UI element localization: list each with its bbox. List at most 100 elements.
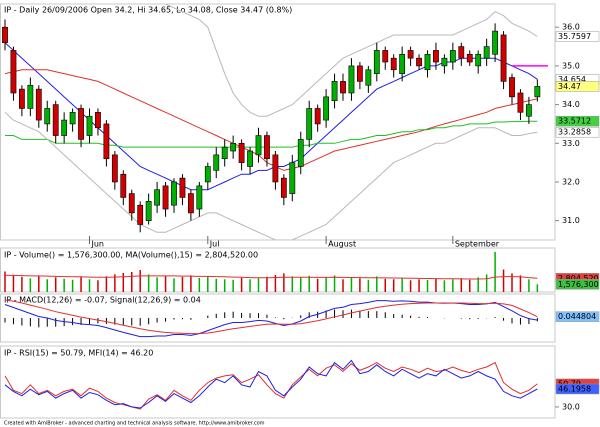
candle-body	[61, 119, 68, 136]
last-value-label: 2,804,520	[558, 274, 599, 283]
candle-body	[52, 104, 59, 136]
volume-panel-frame	[0, 247, 556, 293]
candle-body	[18, 88, 25, 109]
candle-body	[103, 123, 110, 160]
y-tick-label: 31.0	[562, 216, 580, 225]
last-value-label: 35.7597	[558, 32, 591, 41]
last-value-box	[555, 311, 600, 322]
candle-body	[323, 96, 329, 121]
candle-body	[86, 115, 93, 136]
candle-body	[128, 193, 135, 214]
candle-body	[348, 65, 355, 94]
candle-body	[331, 81, 338, 102]
candle-body	[10, 50, 17, 94]
overlay-line	[4, 111, 538, 240]
candle-body	[154, 189, 160, 206]
last-value-box	[555, 31, 600, 42]
candle-body	[27, 84, 34, 109]
candle-body	[306, 108, 313, 140]
candle-body	[196, 185, 203, 210]
candle-body	[382, 50, 389, 63]
candle-body	[500, 34, 507, 82]
candle-body	[475, 53, 482, 67]
y-tick-label: 35.0	[562, 61, 580, 70]
candle-body	[95, 112, 101, 129]
candle-body	[458, 46, 465, 59]
overlay-line	[5, 120, 538, 148]
oscillator-line	[4, 361, 538, 410]
last-value-label: 34.654	[558, 75, 586, 84]
oscillator-title: IP - RSI(15) = 50.79, MFI(14) = 46.20	[4, 349, 153, 358]
candle-body	[264, 135, 270, 160]
candle-body	[390, 57, 397, 71]
candle-body	[238, 142, 245, 163]
y-tick-label: 36.0	[562, 23, 580, 32]
candle-body	[188, 193, 194, 214]
candle-body	[416, 57, 422, 67]
overlay: 31.0 32.0 33.0 34.0 35.0 36.0 Jun Jul August Sept…	[4, 23, 600, 411]
last-value-box	[555, 81, 600, 92]
candle-body	[35, 88, 42, 121]
candle-body	[213, 154, 220, 171]
candle-body	[534, 86, 541, 98]
candle-body	[230, 142, 237, 152]
x-tick-label: Jun	[91, 240, 105, 249]
candle-body	[441, 57, 448, 67]
oscillator-line	[4, 359, 538, 409]
candle-body	[517, 92, 524, 113]
volume-ma-line	[5, 274, 538, 280]
macd-line	[4, 299, 538, 335]
last-value-label: 46.1958	[558, 384, 591, 393]
y-tick-label: 30.0	[562, 402, 580, 411]
last-value-box	[555, 279, 600, 290]
footer: Created with AmiBroker - advanced charti…	[4, 421, 265, 427]
candle-body	[525, 104, 532, 117]
candle-body	[289, 162, 296, 194]
candle-body	[356, 65, 363, 82]
candle-body	[162, 185, 169, 210]
candle-body	[424, 53, 431, 71]
last-value-box	[555, 383, 600, 395]
candle-body	[2, 26, 8, 43]
candle-body	[340, 81, 346, 94]
candle-body	[483, 46, 490, 59]
candle-body	[204, 166, 211, 183]
last-value-label: 33.5712	[558, 117, 591, 126]
price-plot	[2, 4, 541, 240]
candle-body	[373, 50, 380, 74]
candle-body	[272, 154, 279, 183]
macd-title: IP - MACD(12,26) = -0.07, Signal(12,26,9…	[4, 296, 201, 305]
x-tick-label: September	[455, 240, 500, 249]
candle-body	[492, 30, 498, 55]
candle-body	[247, 150, 253, 167]
candle-body	[365, 69, 372, 86]
last-value-label: 33.2858	[558, 128, 591, 137]
candle-body	[433, 50, 439, 63]
last-value-label: 1,576,300	[558, 280, 599, 289]
candle-body	[449, 50, 456, 63]
candle-body	[171, 181, 177, 206]
last-value-label: 0.044804	[558, 312, 596, 321]
candle-body	[297, 139, 304, 167]
candle-body	[179, 177, 186, 198]
y-tick-label: 32.0	[562, 177, 580, 186]
candle-body	[111, 154, 118, 183]
y-tick-label: 33.0	[562, 139, 580, 148]
y-tick-label: 34.0	[562, 100, 580, 109]
candle-body	[509, 77, 515, 98]
oscillator-panel-frame	[0, 345, 556, 419]
overlay-line	[4, 42, 538, 191]
candle-body	[399, 53, 406, 74]
candle-body	[221, 146, 228, 160]
candle-body	[69, 112, 76, 125]
candle-body	[314, 108, 321, 125]
candle-body	[137, 204, 144, 225]
x-tick-label: Jul	[209, 240, 220, 249]
candle-body	[78, 108, 84, 140]
candle-body	[145, 201, 152, 221]
candle-body	[280, 177, 287, 198]
candle-body	[466, 53, 473, 63]
candle-body	[120, 173, 127, 198]
candle-body	[44, 108, 51, 125]
